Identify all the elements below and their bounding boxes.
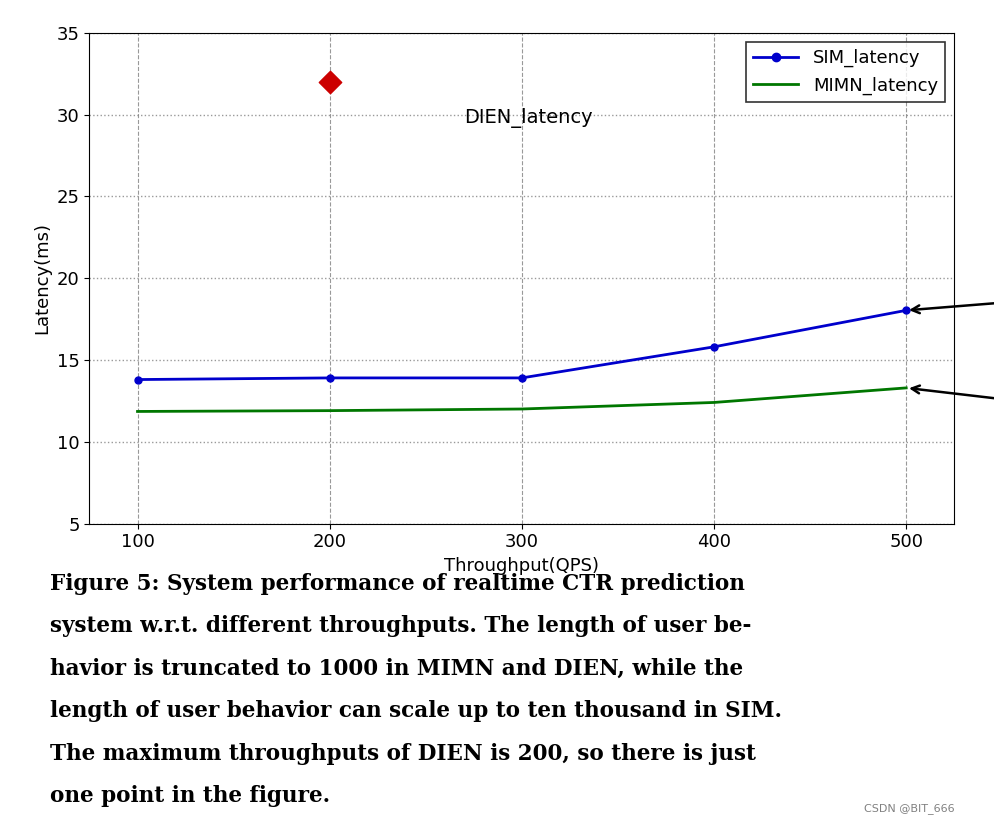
Text: 13.29ms: 13.29ms bbox=[911, 385, 994, 465]
SIM_latency bbox=[324, 373, 336, 383]
MIMN_latency bbox=[901, 383, 912, 393]
MIMN_latency bbox=[324, 406, 336, 416]
X-axis label: Throughput(QPS): Throughput(QPS) bbox=[444, 557, 599, 575]
MIMN_latency bbox=[708, 398, 720, 407]
Text: 18.03ms: 18.03ms bbox=[911, 244, 994, 313]
Text: system w.r.t. different throughputs. The length of user be-: system w.r.t. different throughputs. The… bbox=[50, 615, 751, 637]
Line: SIM_latency: SIM_latency bbox=[134, 307, 910, 383]
Text: CSDN @BIT_666: CSDN @BIT_666 bbox=[864, 803, 954, 814]
Y-axis label: Latency(ms): Latency(ms) bbox=[33, 222, 51, 334]
MIMN_latency bbox=[131, 407, 143, 416]
MIMN_latency bbox=[516, 404, 528, 414]
Text: one point in the figure.: one point in the figure. bbox=[50, 785, 330, 807]
SIM_latency bbox=[708, 342, 720, 352]
Line: MIMN_latency: MIMN_latency bbox=[137, 388, 907, 411]
SIM_latency bbox=[516, 373, 528, 383]
SIM_latency bbox=[901, 305, 912, 315]
SIM_latency bbox=[131, 375, 143, 384]
Point bbox=[322, 75, 338, 88]
Text: length of user behavior can scale up to ten thousand in SIM.: length of user behavior can scale up to … bbox=[50, 700, 781, 722]
Text: DIEN_latency: DIEN_latency bbox=[464, 108, 592, 128]
Text: havior is truncated to 1000 in MIMN and DIEN, while the: havior is truncated to 1000 in MIMN and … bbox=[50, 658, 743, 680]
Text: The maximum throughputs of DIEN is 200, so there is just: The maximum throughputs of DIEN is 200, … bbox=[50, 743, 755, 765]
Legend: SIM_latency, MIMN_latency: SIM_latency, MIMN_latency bbox=[746, 42, 945, 101]
Text: Figure 5: System performance of realtime CTR prediction: Figure 5: System performance of realtime… bbox=[50, 573, 745, 595]
